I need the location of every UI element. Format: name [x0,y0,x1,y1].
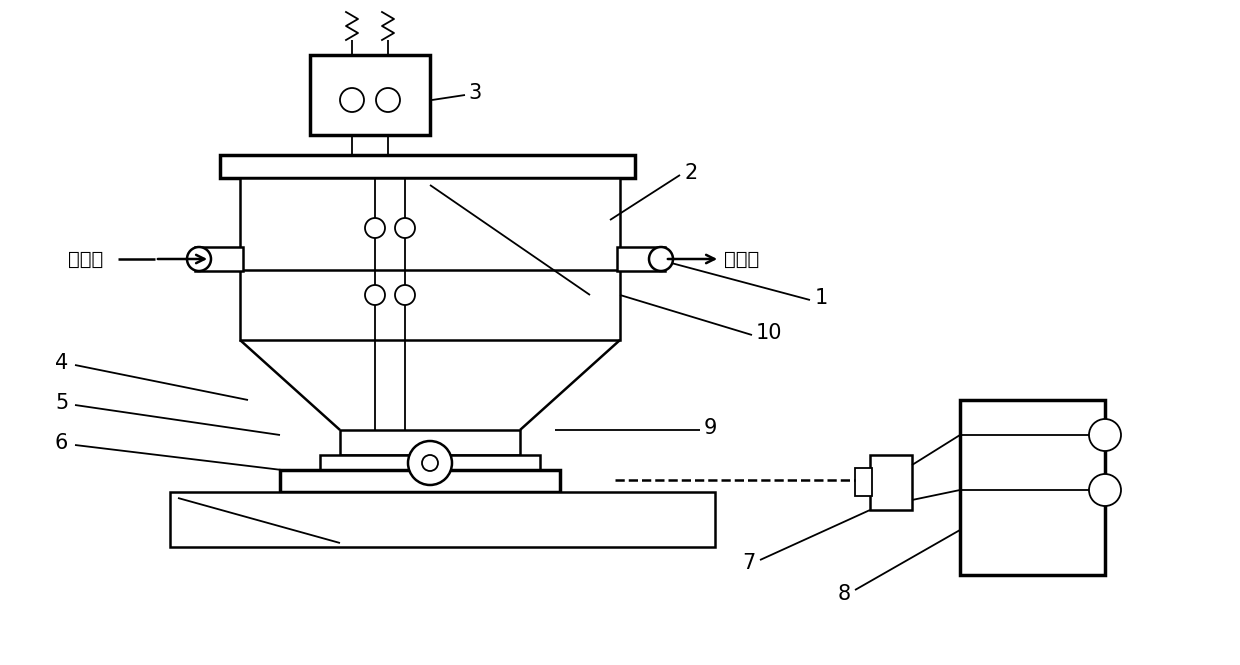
Text: 出水口: 出水口 [724,249,759,269]
Circle shape [396,285,415,305]
Circle shape [649,247,673,271]
Circle shape [376,88,401,112]
Text: 9: 9 [704,418,718,438]
Text: 6: 6 [55,433,68,453]
Circle shape [408,441,453,485]
Bar [195,247,243,271]
Text: 进水口: 进水口 [68,249,103,269]
Circle shape [340,88,365,112]
Bar [856,468,872,496]
Circle shape [365,218,384,238]
Bar [170,492,715,547]
Text: 2: 2 [684,163,698,183]
Text: 5: 5 [55,393,68,413]
Text: 10: 10 [756,323,782,343]
Bar [310,55,430,135]
Circle shape [365,285,384,305]
Bar [870,455,911,510]
Text: 8: 8 [838,584,851,604]
Text: 4: 4 [55,353,68,373]
Circle shape [1089,474,1121,506]
Circle shape [1089,419,1121,451]
Circle shape [422,455,438,471]
Text: 3: 3 [467,83,481,103]
Bar [219,155,635,178]
Bar [618,247,665,271]
Bar [280,470,560,492]
Bar [340,430,520,455]
Text: 1: 1 [815,288,828,308]
Bar [960,400,1105,575]
Text: 7: 7 [742,553,755,573]
Circle shape [187,247,211,271]
Bar [320,455,539,470]
Bar [241,178,620,340]
Circle shape [396,218,415,238]
